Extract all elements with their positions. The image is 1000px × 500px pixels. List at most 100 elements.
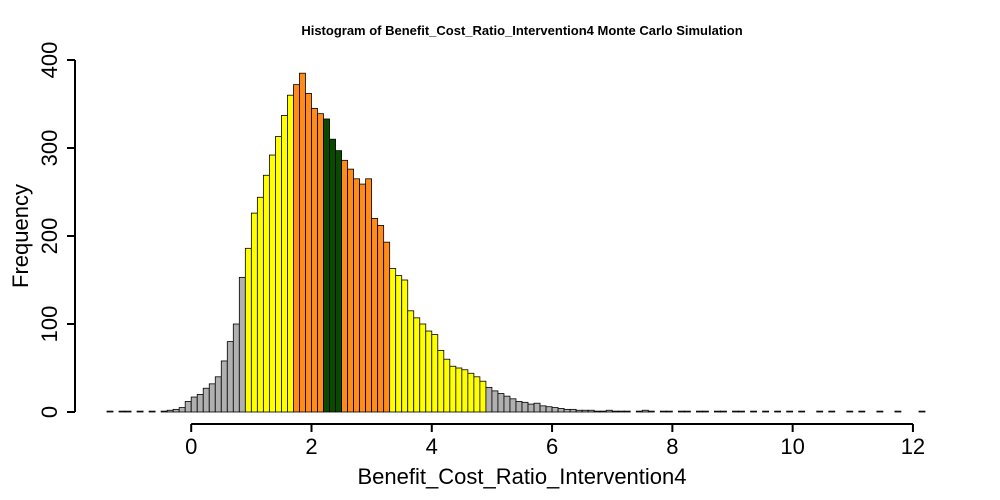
histogram-bar (359, 183, 367, 413)
histogram-bar (202, 387, 210, 413)
x-tick-label: 6 (546, 434, 558, 459)
histogram-bar (611, 410, 619, 413)
histogram-bar (160, 410, 168, 413)
histogram-bar (347, 168, 354, 413)
histogram-bar (473, 376, 481, 413)
histogram-bar (533, 402, 541, 413)
histogram-bar (702, 410, 709, 413)
y-tick-label: 100 (37, 306, 62, 343)
histogram-bar (281, 115, 288, 413)
histogram-bar (190, 396, 198, 413)
histogram-bar (317, 113, 324, 413)
histogram-bar (635, 410, 643, 413)
x-tick-label: 12 (901, 434, 925, 459)
x-tick-label: 0 (185, 434, 197, 459)
histogram-bar (828, 410, 836, 413)
histogram-bar (665, 410, 673, 413)
histogram-bar (299, 72, 306, 413)
histogram-bar (581, 409, 589, 413)
histogram-bar (575, 409, 583, 413)
histogram-bar (262, 174, 270, 413)
histogram-bar (353, 178, 360, 413)
histogram-bar (118, 410, 126, 413)
histogram-bar (172, 408, 180, 413)
histogram-bar (455, 367, 463, 413)
histogram-bar (587, 409, 595, 413)
histogram-bar (395, 275, 403, 413)
histogram-bar (226, 341, 234, 413)
histogram-bar (876, 410, 884, 413)
histogram-bar (527, 403, 535, 413)
histogram-bar (268, 154, 276, 413)
histogram-bar (563, 408, 571, 413)
x-tick-label: 8 (666, 434, 678, 459)
histogram-bars (106, 72, 926, 413)
histogram-bar (786, 410, 794, 413)
histogram-bar (335, 150, 342, 413)
histogram-bar (467, 372, 475, 413)
y-tick-label: 400 (37, 42, 62, 79)
y-tick-label: 200 (37, 218, 62, 255)
histogram-bar (647, 410, 655, 413)
histogram-bar (377, 225, 385, 413)
histogram-bar (774, 410, 782, 413)
histogram-bar (617, 410, 625, 413)
histogram-bar (623, 410, 631, 413)
histogram-bar (641, 409, 649, 413)
y-axis: 0 100 200 300 400 (37, 42, 76, 418)
histogram-bar (437, 349, 445, 413)
histogram-bar (858, 410, 866, 413)
histogram-bar (605, 409, 613, 413)
histogram-bar (256, 196, 264, 413)
histogram-bar (593, 410, 601, 413)
histogram-bar (220, 360, 228, 413)
histogram-bar (136, 410, 144, 413)
y-axis-label: Frequency (8, 184, 33, 288)
histogram-bar (569, 408, 577, 413)
histogram-bar (545, 406, 553, 413)
histogram-bar (293, 84, 300, 413)
histogram-bar (696, 410, 703, 413)
histogram-bar (419, 323, 427, 413)
histogram-bar (214, 376, 222, 413)
histogram-bar (275, 136, 282, 413)
histogram-bar (305, 93, 312, 413)
histogram-bar (443, 358, 451, 413)
histogram-bar (287, 94, 294, 413)
histogram-bar (894, 410, 902, 413)
histogram-bar (371, 217, 379, 413)
histogram-bar (491, 390, 499, 413)
x-axis: 0 2 4 6 8 10 12 (185, 423, 925, 459)
histogram-bar (509, 398, 517, 413)
histogram-bar (551, 407, 559, 413)
histogram-bar (732, 410, 739, 413)
histogram-bar (250, 212, 258, 413)
histogram-bar (106, 410, 114, 413)
histogram-bar (431, 334, 439, 413)
histogram-bar (449, 365, 457, 413)
histogram-bar (329, 138, 336, 413)
histogram-bar (683, 410, 691, 413)
histogram-bar (232, 323, 240, 413)
histogram-bar (184, 401, 192, 413)
histogram-bar (750, 410, 757, 413)
histogram-bar (389, 268, 397, 413)
chart-title: Histogram of Benefit_Cost_Ratio_Interven… (301, 23, 742, 38)
histogram-bar (599, 410, 607, 413)
x-tick-label: 4 (426, 434, 438, 459)
histogram-bar (816, 410, 824, 413)
x-tick-label: 10 (780, 434, 804, 459)
histogram-bar (659, 410, 667, 413)
histogram-bar (461, 369, 469, 413)
histogram-bar (677, 410, 685, 413)
histogram-bar (196, 393, 204, 413)
histogram-bar (323, 118, 330, 413)
x-axis-label: Benefit_Cost_Ratio_Intervention4 (358, 464, 687, 489)
histogram-bar (720, 410, 727, 413)
histogram-bar (413, 317, 421, 413)
histogram-bar (503, 395, 511, 413)
histogram-bar (401, 279, 409, 413)
histogram-bar (497, 393, 505, 413)
histogram-bar (738, 410, 745, 413)
